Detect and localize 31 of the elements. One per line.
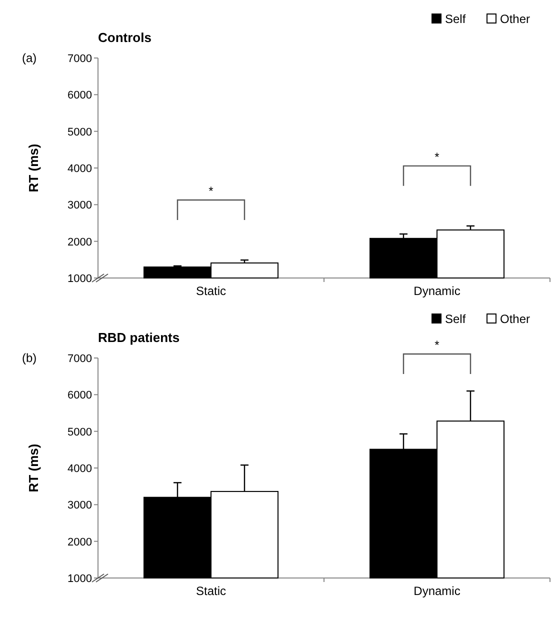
x-tick-label: Dynamic	[414, 284, 460, 298]
legend-label: Other	[500, 12, 530, 26]
legend-label: Self	[445, 312, 466, 326]
text: (b)	[22, 351, 37, 365]
chart-title: Controls	[98, 30, 152, 45]
y-tick-label: 5000	[68, 426, 92, 438]
x-tick-label: Static	[196, 584, 226, 598]
annotation: *	[434, 150, 440, 164]
legend-label: Other	[500, 312, 530, 326]
y-axis-title: RT (ms)	[26, 144, 41, 192]
y-tick-label: 7000	[68, 53, 92, 65]
chart-title: RBD patients	[98, 330, 180, 345]
y-tick-label: 3000	[68, 500, 92, 512]
x-tick-label: Static	[196, 284, 226, 298]
legend-label: Self	[445, 12, 466, 26]
text: *	[434, 338, 440, 352]
y-tick-label: 6000	[68, 90, 92, 102]
y-tick-label: 1000	[68, 273, 92, 285]
y-tick-label: 6000	[68, 390, 92, 402]
annotation: *	[208, 184, 214, 198]
y-tick-label: 7000	[68, 353, 92, 365]
x-tick-label: Dynamic	[414, 584, 460, 598]
y-tick-label: 5000	[68, 126, 92, 138]
y-tick-label: 2000	[68, 236, 92, 248]
y-tick-label: 1000	[68, 573, 92, 585]
y-tick-label: 2000	[68, 536, 92, 548]
y-axis-title: RT (ms)	[26, 444, 41, 492]
y-tick-label: 4000	[68, 163, 92, 175]
y-tick-label: 3000	[68, 200, 92, 212]
text: (a)	[22, 51, 37, 65]
y-tick-label: 4000	[68, 463, 92, 475]
